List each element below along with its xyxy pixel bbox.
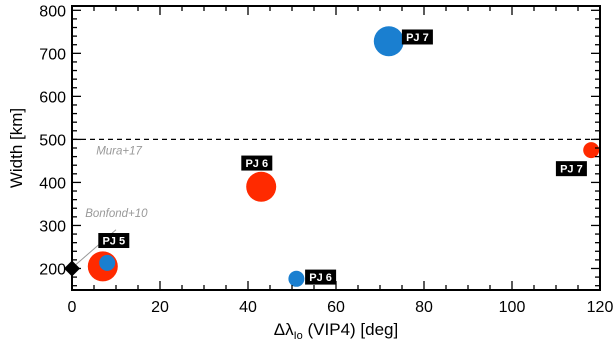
y-tick-label: 700 [39, 46, 66, 63]
x-tick-label: 80 [415, 299, 433, 316]
pj-badge-label: PJ 7 [406, 32, 429, 44]
y-tick-label: 200 [39, 261, 66, 278]
x-axis-title-suffix: (VIP4) [deg] [303, 320, 398, 339]
x-tick-label: 120 [587, 299, 614, 316]
x-axis-title-subscript: Io [294, 330, 303, 342]
pj-badge: PJ 6 [305, 269, 337, 285]
x-tick-label: 100 [499, 299, 526, 316]
pj-badge-box [305, 269, 337, 285]
pj-badge: PJ 7 [555, 161, 587, 177]
x-tick-label: 20 [151, 299, 169, 316]
axis-ticks: 0 20 40 60 80 100 120 200 300 400 500 600 700 800 [39, 3, 613, 316]
reference-point-label: Bonfond+10 [85, 208, 148, 220]
pj-badge-box [241, 155, 273, 171]
data-point-blue [373, 26, 404, 57]
y-tick-label: 800 [39, 3, 66, 20]
y-tick-label: 400 [39, 175, 66, 192]
pj-badge-label: PJ 6 [309, 272, 332, 284]
pj-badge-box [555, 161, 587, 177]
pj-badge: PJ 6 [241, 155, 273, 171]
pj-badge-label: PJ 7 [560, 164, 583, 176]
pj-badge-label: PJ 6 [245, 158, 268, 170]
y-tick-label: 600 [39, 89, 66, 106]
x-tick-label: 40 [239, 299, 257, 316]
data-point-red [246, 171, 277, 202]
pj-badge-label: PJ 5 [102, 236, 125, 248]
x-tick-label: 0 [68, 299, 77, 316]
pj-badge-box [98, 233, 130, 249]
data-point-blue [288, 270, 305, 287]
x-tick-label: 60 [327, 299, 345, 316]
pj-badge-box [401, 29, 433, 45]
x-axis-title: ΔλIo (VIP4) [deg] [274, 320, 398, 342]
y-tick-label: 300 [39, 218, 66, 235]
x-axis-title-prefix: Δλ [274, 320, 294, 339]
pj-badge: PJ 7 [401, 29, 433, 45]
y-axis-title: Width [km] [7, 108, 26, 188]
data-point-blue [99, 254, 116, 271]
data-point-red [583, 142, 600, 159]
plot-frame [71, 5, 601, 291]
pj-badge: PJ 5 [98, 233, 130, 249]
plot-layer: Mura+17 Bonfond+10 PJ 5 PJ 6 PJ 6 PJ 7 PJ 7 [64, 26, 600, 287]
y-tick-label: 500 [39, 132, 66, 149]
reference-line-label: Mura+17 [96, 145, 142, 157]
